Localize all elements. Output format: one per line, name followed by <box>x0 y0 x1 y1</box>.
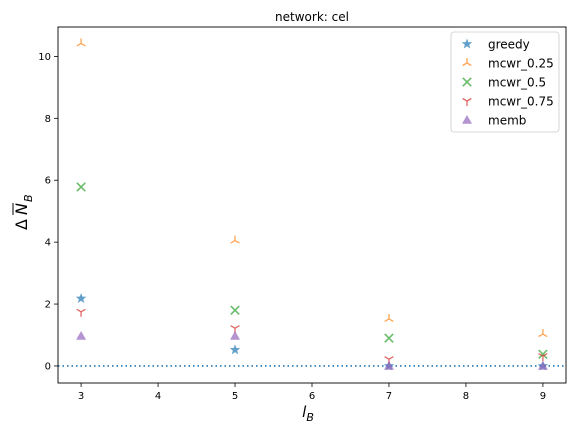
x-tick-label: 5 <box>232 391 238 402</box>
y-tick-label: 8 <box>45 114 51 125</box>
data-point-mcwr-0-75 <box>76 308 86 317</box>
y-axis-ticks: 0 2 4 6 8 10 <box>38 52 58 372</box>
x-tick-label: 4 <box>155 391 161 402</box>
y-axis-label-main: N <box>12 203 31 215</box>
data-point-memb <box>76 330 87 340</box>
x-axis-label-main: l <box>302 403 307 421</box>
legend-marker <box>462 77 472 87</box>
legend-frame <box>450 31 560 133</box>
x-tick-label: 3 <box>78 391 84 402</box>
x-axis-label: lB <box>302 403 314 424</box>
data-point-mcwr-0-5 <box>384 333 394 343</box>
x-tick-label: 6 <box>309 391 315 402</box>
x-tick-label: 7 <box>386 391 392 402</box>
data-point-mcwr-0-25 <box>538 329 548 338</box>
data-point-memb <box>230 330 241 340</box>
y-tick-label: 6 <box>45 176 51 187</box>
y-axis-label-sub: B <box>22 194 35 202</box>
legend-marker <box>462 115 472 124</box>
data-points-group <box>75 38 549 371</box>
y-axis-label-delta: Δ <box>12 219 31 230</box>
legend-marker <box>462 58 472 67</box>
data-point-mcwr-0-25 <box>384 313 394 322</box>
y-axis-label: Δ N B <box>12 194 35 230</box>
data-point-memb <box>383 360 394 370</box>
data-point-mcwr-0-5 <box>76 182 86 192</box>
legend-label: greedy <box>488 38 530 52</box>
data-point-memb <box>537 360 548 370</box>
y-tick-label: 4 <box>45 238 51 249</box>
x-tick-label: 8 <box>463 391 469 402</box>
legend-marker <box>461 38 473 49</box>
data-point-mcwr-0-5 <box>230 305 240 316</box>
data-point-greedy <box>229 344 241 355</box>
legend-label: mcwr_0.75 <box>488 95 554 109</box>
x-axis-ticks: 3 4 5 6 7 8 9 <box>78 383 546 402</box>
data-point-mcwr-0-25 <box>76 38 86 47</box>
chart-title: network: cel <box>275 10 349 24</box>
legend-label: mcwr_0.5 <box>488 76 546 90</box>
data-point-greedy <box>75 292 87 303</box>
data-point-mcwr-0-5 <box>538 349 548 359</box>
legend-marker <box>462 97 472 106</box>
x-tick-label: 9 <box>540 391 546 402</box>
legend-label: memb <box>488 114 526 128</box>
data-point-mcwr-0-75 <box>538 353 548 362</box>
x-axis-label-sub: B <box>306 411 314 424</box>
y-tick-label: 2 <box>45 300 51 311</box>
y-tick-label: 10 <box>38 52 51 63</box>
data-point-mcwr-0-25 <box>230 235 240 244</box>
y-tick-label: 0 <box>45 361 51 372</box>
legend-label: mcwr_0.25 <box>488 57 554 71</box>
